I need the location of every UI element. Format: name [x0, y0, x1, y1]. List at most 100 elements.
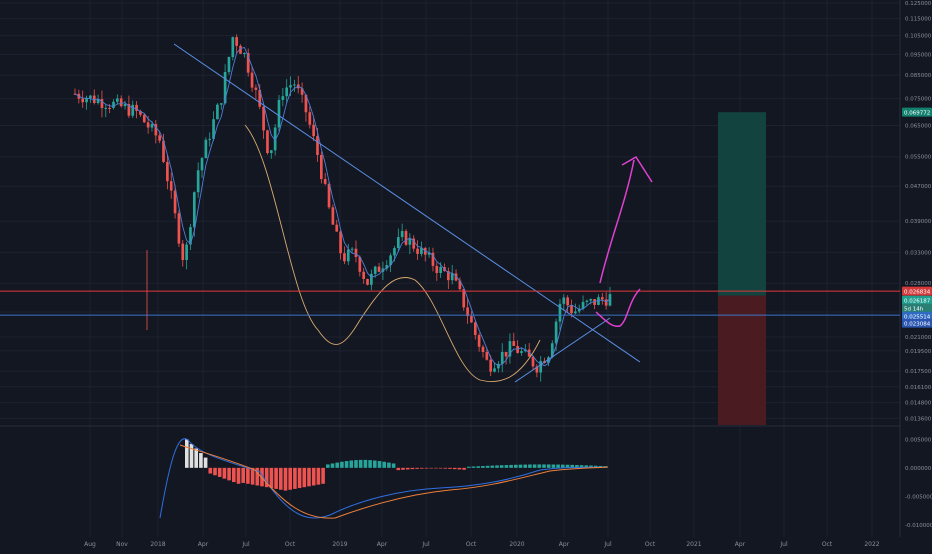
price-badge-resistance [902, 286, 932, 296]
candle-body [512, 341, 516, 346]
candle-body [350, 248, 354, 250]
candle-body [396, 237, 400, 249]
candle-body [304, 94, 308, 113]
macd-histogram-bar [283, 467, 288, 491]
macd-histogram-bar [452, 467, 457, 470]
macd-tick-label: -0.005000 [905, 494, 932, 500]
candle-body [85, 98, 88, 103]
macd-histogram-bar [495, 465, 499, 468]
candle-body [108, 107, 111, 109]
macd-histogram-bar [565, 464, 570, 468]
macd-histogram-bar [551, 464, 556, 468]
y-tick-label: 0.047000 [905, 184, 932, 190]
candle-body [116, 98, 119, 102]
macd-histogram-bar [274, 467, 278, 489]
candle-body [219, 103, 223, 105]
price-badge-text-target: 0.069772 [904, 110, 930, 116]
candle-body [154, 124, 158, 136]
price-badge-countdown [902, 303, 932, 313]
macd-histogram-bar [255, 467, 260, 486]
x-tick-label: 2018 [150, 541, 165, 548]
macd-line [159, 438, 609, 519]
macd-histogram-bar [330, 463, 335, 468]
y-tick-label: 0.039000 [905, 219, 932, 225]
x-tick-label: 2021 [686, 541, 701, 548]
macd-histogram-bar [349, 460, 354, 468]
smoothed-average-line [244, 124, 541, 383]
candle-body [131, 104, 135, 116]
candle-body [254, 87, 258, 90]
candle-body [558, 303, 562, 322]
candle-body [450, 273, 454, 281]
macd-histogram-bar [373, 460, 377, 468]
candle-body [554, 321, 558, 344]
macd-histogram-bar [471, 466, 476, 468]
y-tick-label: 0.013600 [905, 416, 932, 422]
candle-body [431, 252, 435, 266]
candle-body [89, 95, 92, 99]
profit-zone [718, 112, 766, 296]
candle-body [404, 231, 408, 245]
macd-histogram-bar [354, 460, 358, 468]
y-tick-label: 0.017500 [905, 369, 932, 375]
x-tick-label: Aug [84, 541, 96, 548]
candle-body [346, 249, 350, 262]
price-badge-text-resistance: 0.026834 [904, 289, 931, 295]
macd-histogram-bar [429, 467, 433, 469]
macd-histogram-bar [302, 467, 307, 488]
candle-body [308, 112, 312, 125]
candle-body [235, 37, 238, 46]
candle-body [377, 266, 381, 272]
candle-body [142, 114, 146, 123]
macd-histogram-bar [321, 467, 325, 484]
candle-body [385, 265, 389, 269]
candle-body [273, 127, 277, 151]
macd-histogram-bar [410, 467, 415, 470]
price-badge-text-last: 0.026187 [904, 299, 931, 305]
macd-histogram-bar [589, 465, 593, 468]
macd-histogram-bar [448, 467, 452, 469]
candle-body [162, 140, 165, 162]
candle-body [293, 84, 296, 86]
x-tick-label: Oct [645, 541, 656, 548]
x-tick-label: 2020 [509, 541, 524, 548]
y-tick-label: 0.085000 [905, 73, 932, 79]
macd-histogram-bar [405, 467, 410, 470]
candle-body [216, 104, 219, 120]
candle-body [574, 311, 577, 314]
candle-body [400, 231, 404, 238]
price-badge-target [902, 107, 932, 117]
candle-body [243, 53, 246, 55]
candle-body [192, 192, 196, 228]
price-badge-entry [902, 311, 932, 321]
candle-body [358, 256, 362, 272]
macd-tick-label: 0.000000 [905, 466, 932, 472]
macd-histogram-bar [236, 467, 241, 484]
macd-histogram-bar [457, 467, 462, 470]
candle-body [312, 124, 315, 137]
macd-histogram-bar [518, 464, 523, 468]
macd-histogram-bar [194, 448, 198, 468]
candle-body [539, 360, 543, 373]
candle-body [173, 190, 177, 214]
loss-zone [718, 295, 766, 425]
candle-body [477, 335, 481, 347]
x-tick-label: Oct [822, 541, 833, 548]
candle-body [462, 289, 466, 308]
candle-body [96, 99, 100, 103]
macd-histogram-bar [570, 464, 574, 468]
candle-body [146, 122, 150, 128]
y-tick-label: 0.125000 [905, 1, 932, 7]
candle-body [366, 278, 369, 285]
signal-line [179, 444, 609, 519]
candle-body [473, 322, 477, 336]
macd-histogram-bar [467, 466, 471, 468]
candle-body [335, 224, 339, 232]
candle-body [362, 271, 366, 279]
candle-body [119, 98, 123, 107]
macd-histogram-bar [504, 465, 509, 468]
x-tick-label: Jul [241, 541, 250, 548]
candle-body [373, 266, 377, 274]
candle-body [169, 181, 173, 191]
candle-body [489, 359, 493, 372]
